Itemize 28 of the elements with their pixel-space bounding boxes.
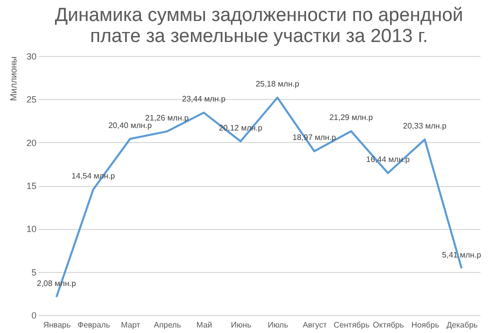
y-tick-label: 5	[31, 267, 36, 278]
x-tick-label: Май	[196, 320, 212, 330]
x-tick-label: Апрель	[154, 320, 181, 330]
data-label: 23,44 млн.р	[182, 94, 226, 104]
x-tick-label: Ноябрь	[411, 320, 440, 330]
x-tick-label: Август	[302, 320, 328, 330]
data-label: 21,29 млн.р	[329, 113, 374, 122]
chart-title: Динамика суммы задолженности по арендной плате за земельные участки за 2013 г.	[54, 5, 464, 47]
x-tick-label: Июль	[268, 320, 288, 330]
x-tick-label: Октябрь	[372, 320, 404, 330]
x-tick-label: Июнь	[230, 320, 252, 330]
y-tick-label: 30	[26, 52, 36, 62]
data-label: 20,33 млн.р	[403, 121, 448, 130]
y-tick-label: 20	[26, 138, 36, 148]
y-tick-label: 10	[26, 224, 36, 234]
data-label: 5,41 млн.р	[442, 250, 482, 260]
x-tick-label: Декабрь	[446, 320, 478, 330]
data-label: 25,18 млн.р	[256, 80, 300, 89]
y-tick-label: 25	[26, 94, 36, 105]
x-tick-label: Январь	[43, 320, 71, 330]
x-tick-label: Март	[121, 320, 140, 330]
data-label: 20,40 млн.р	[108, 120, 152, 130]
data-label: 21,26 млн.р	[145, 113, 190, 122]
y-axis-title: Миллионы	[8, 56, 18, 101]
x-tick-label: Сентябрь	[334, 320, 370, 330]
x-tick-label: Февраль	[77, 320, 110, 330]
y-tick-label: 0	[31, 310, 36, 320]
y-tick-label: 15	[26, 181, 36, 191]
